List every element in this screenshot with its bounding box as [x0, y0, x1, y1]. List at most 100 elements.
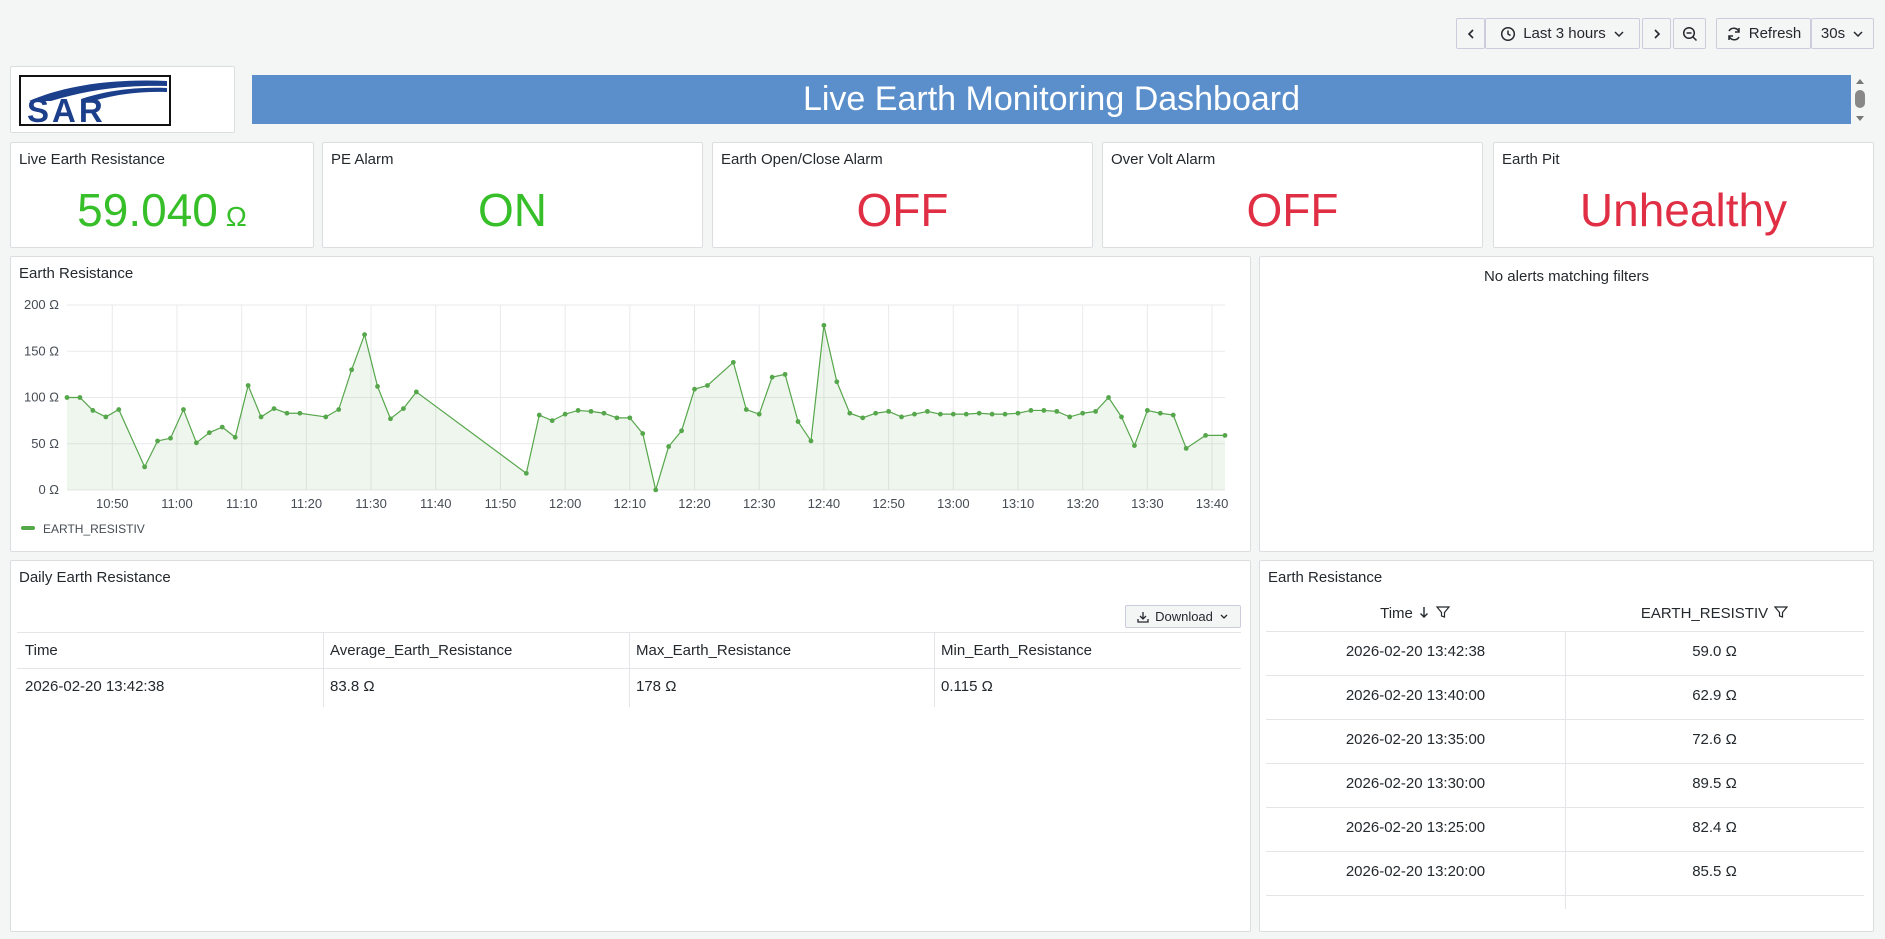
daily-table-panel: Daily Earth Resistance Download Time Aver… — [10, 560, 1251, 932]
point — [1080, 410, 1086, 416]
point — [245, 383, 251, 388]
download-button[interactable]: Download — [1125, 605, 1241, 628]
point — [666, 444, 672, 449]
point — [769, 374, 775, 380]
zoom-out-button[interactable] — [1673, 18, 1706, 49]
point — [271, 406, 277, 411]
time-forward-button[interactable] — [1642, 18, 1671, 49]
stat-number: ON — [478, 184, 547, 236]
stat-value: OFF — [713, 183, 1092, 237]
chevron-down-icon — [1853, 30, 1863, 37]
refresh-label: Refresh — [1748, 25, 1802, 42]
stat-panel: Earth Open/Close Alarm OFF — [712, 142, 1093, 248]
refresh-icon — [1727, 26, 1740, 41]
point — [1002, 411, 1008, 417]
stat-number: OFF — [856, 184, 949, 236]
table-cell: 2026-02-20 13:20:00 — [1345, 863, 1486, 880]
refresh-interval-label: 30s — [1820, 25, 1846, 42]
column-divider — [934, 633, 935, 707]
point — [808, 438, 814, 444]
point — [705, 383, 710, 388]
refresh-button[interactable]: Refresh — [1716, 18, 1811, 49]
table-cell: 89.5 Ω — [1692, 775, 1737, 792]
point — [743, 407, 749, 412]
stat-title: Earth Pit — [1502, 151, 1560, 168]
stat-number: OFF — [1246, 184, 1339, 236]
point — [536, 412, 542, 418]
table-cell: 178 Ω — [636, 678, 677, 695]
stat-title: PE Alarm — [331, 151, 394, 168]
stat-unit: Ω — [225, 201, 247, 232]
x-tick-label: 10:50 — [96, 496, 129, 511]
column-header[interactable]: Min_Earth_Resistance — [941, 642, 1092, 659]
point — [116, 407, 122, 412]
y-tick-label: 200 Ω — [24, 297, 59, 312]
table-cell: 2026-02-20 13:42:38 — [1345, 643, 1486, 660]
logo-text: SAR — [27, 92, 106, 129]
panel-title: Daily Earth Resistance — [19, 569, 171, 586]
point — [692, 386, 697, 392]
table-cell: 72.6 Ω — [1692, 731, 1737, 748]
point — [1093, 408, 1099, 414]
time-back-button[interactable] — [1456, 18, 1485, 49]
point — [756, 411, 762, 417]
chevron-right-icon — [1653, 28, 1660, 39]
point — [937, 411, 943, 417]
x-tick-label: 13:00 — [937, 496, 970, 511]
scrollbar[interactable] — [1853, 76, 1867, 124]
logo: SAR — [19, 75, 171, 129]
column-header[interactable]: Average_Earth_Resistance — [330, 642, 513, 659]
table-divider — [1266, 895, 1864, 896]
column-divider — [629, 633, 630, 707]
stat-number: 59.040 — [77, 184, 218, 236]
point — [219, 424, 225, 430]
table-divider — [1266, 631, 1864, 632]
point — [1015, 410, 1021, 416]
point — [782, 371, 788, 377]
column-header[interactable]: Time — [25, 642, 58, 659]
point — [1106, 395, 1111, 400]
stat-title: Earth Open/Close Alarm — [721, 151, 883, 168]
point — [258, 414, 264, 420]
point — [989, 411, 995, 417]
point — [103, 414, 109, 420]
table-cell: 2026-02-20 13:42:38 — [25, 678, 165, 695]
point — [640, 431, 646, 436]
time-range-picker[interactable]: Last 3 hours — [1485, 18, 1640, 49]
header-icons[interactable] — [1419, 605, 1451, 619]
header-icons[interactable] — [1773, 605, 1789, 619]
alerts-message: No alerts matching filters — [1483, 268, 1650, 285]
stat-value: ON — [323, 183, 702, 237]
column-header[interactable]: Max_Earth_Resistance — [636, 642, 792, 659]
point — [1028, 408, 1034, 413]
refresh-interval-picker[interactable]: 30s — [1811, 18, 1874, 49]
point — [349, 367, 355, 373]
point — [575, 408, 581, 413]
logo-panel: SAR — [10, 66, 235, 133]
point — [679, 428, 684, 434]
x-tick-label: 13:10 — [1002, 496, 1035, 511]
point — [1041, 408, 1047, 413]
stat-panel: PE Alarm ON — [322, 142, 703, 248]
point — [653, 487, 659, 493]
point — [834, 379, 840, 385]
point — [284, 410, 290, 416]
point — [1132, 443, 1137, 448]
header-banner: Live Earth Monitoring Dashboard — [252, 75, 1851, 124]
table-divider — [1266, 719, 1864, 720]
stat-title: Over Volt Alarm — [1111, 151, 1216, 168]
column-header[interactable]: Time — [1266, 605, 1565, 622]
x-tick-label: 11:40 — [420, 496, 452, 511]
point — [1054, 408, 1060, 414]
point — [562, 411, 568, 417]
chart: 0 Ω 50 Ω 100 Ω 150 Ω 200 Ω 10:50 11:00 11:10 11:… — [21, 297, 1228, 536]
point — [614, 415, 620, 421]
stat-panel: Earth Pit Unhealthy — [1493, 142, 1874, 248]
point — [886, 408, 891, 414]
table-cell: 83.8 Ω — [330, 678, 375, 695]
column-header[interactable]: EARTH_RESISTIV — [1565, 605, 1864, 622]
stat-value: 59.040 Ω — [11, 183, 313, 237]
point — [523, 470, 529, 476]
point — [232, 434, 238, 440]
y-tick-label: 150 Ω — [24, 343, 59, 358]
